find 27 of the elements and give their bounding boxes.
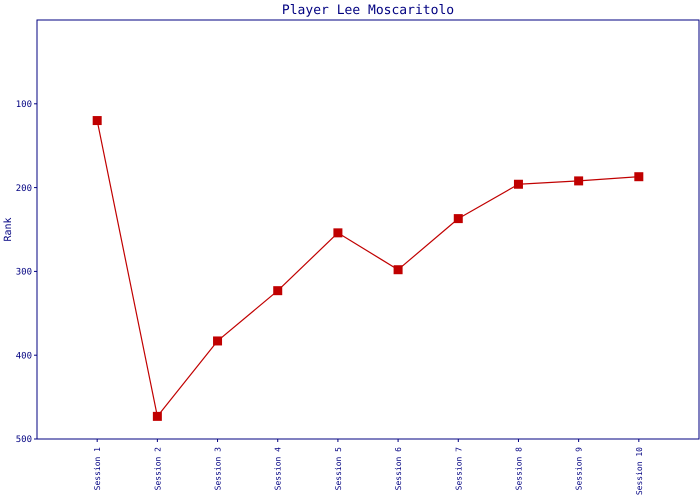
point <box>333 228 342 238</box>
y-tick-label: 300 <box>16 268 32 278</box>
chart-title: Player Lee Moscaritolo <box>282 3 454 18</box>
x-tick-label: Session 6 <box>394 446 404 490</box>
y-tick-label: 100 <box>16 100 32 110</box>
point <box>394 265 403 274</box>
x-tick-label: Session 9 <box>574 446 584 490</box>
point <box>574 176 584 186</box>
x-tick-label: Session 2 <box>153 446 162 490</box>
point <box>92 116 102 126</box>
point <box>634 172 644 182</box>
x-tick-label: Session 10 <box>634 446 644 496</box>
x-tick-label: Session 3 <box>214 446 223 490</box>
point <box>514 180 523 189</box>
x-tick-label: Session 4 <box>274 446 283 490</box>
x-tick-label: Session 5 <box>334 446 343 490</box>
x-tick-label: Session 8 <box>514 446 524 490</box>
point <box>273 286 282 296</box>
y-axis-title: Rank <box>3 217 14 242</box>
point <box>213 336 222 346</box>
x-tick-label: Session 7 <box>454 446 464 490</box>
y-tick-label: 200 <box>16 184 32 194</box>
point <box>152 412 162 421</box>
y-tick-label: 500 <box>16 435 32 446</box>
x-tick-label: Session 1 <box>93 446 102 490</box>
y-tick-label: 400 <box>16 351 32 362</box>
point <box>454 214 463 224</box>
